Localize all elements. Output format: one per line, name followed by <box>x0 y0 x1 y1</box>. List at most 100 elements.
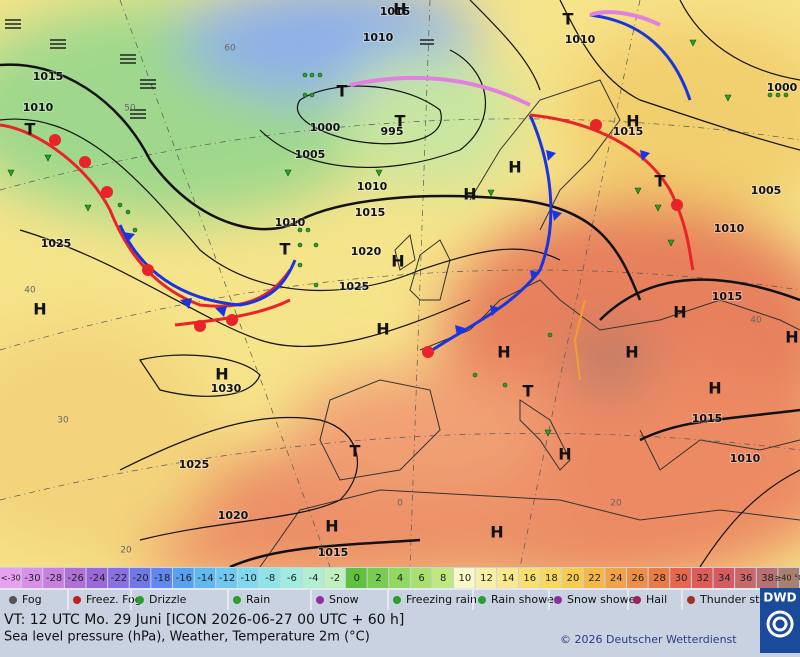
scale-label: -8 <box>265 573 275 584</box>
scale-cell <box>389 568 410 588</box>
isotherm-label: 0 <box>397 499 403 509</box>
pressure-center: H <box>490 523 503 542</box>
scale-cell <box>324 568 345 588</box>
scale-cell <box>627 568 648 588</box>
isotherm-label: 60 <box>224 44 236 54</box>
scale-label: -24 <box>89 573 105 584</box>
legend-icon <box>9 596 17 604</box>
pressure-center: T <box>563 10 574 29</box>
pressure-center: H <box>393 0 406 19</box>
pressure-center: T <box>523 382 534 401</box>
scale-cell <box>778 568 799 588</box>
pressure-center: H <box>376 320 389 339</box>
legend-label: Snow shower <box>567 593 640 606</box>
scale-label: 24 <box>610 573 623 584</box>
scale-label: 36 <box>740 573 753 584</box>
pressure-center: H <box>215 365 228 384</box>
legend-icon <box>633 596 641 604</box>
pressure-center: H <box>708 379 721 398</box>
pressure-label: 1025 <box>41 237 72 250</box>
scale-label: ≥40 °C <box>775 574 800 583</box>
pressure-label: 1010 <box>275 216 306 229</box>
scale-cell <box>540 568 562 588</box>
scale-cell <box>302 568 324 588</box>
pressure-center: H <box>33 300 46 319</box>
scale-cell <box>86 568 108 588</box>
pressure-centers: T H T T T H T H H H H H T T H H H H H H H H T H <box>25 0 799 542</box>
scale-label: 12 <box>480 573 493 584</box>
scale-cell <box>21 568 43 588</box>
scale-cell <box>518 568 540 588</box>
scale-cell <box>648 568 670 588</box>
copyright: © 2026 Deutscher Wetterdienst <box>560 633 737 646</box>
isotherm-labels: 60 50 40 30 20 0 20 40 <box>24 44 762 556</box>
scale-label: 8 <box>440 573 446 584</box>
pressure-center: H <box>558 445 571 464</box>
pressure-label: 995 <box>381 125 404 138</box>
legend-label: Fog <box>22 593 42 606</box>
scale-label: 0 <box>354 573 360 584</box>
pressure-label: 1015 <box>712 290 743 303</box>
legend-icon <box>136 596 144 604</box>
pressure-center: T <box>25 120 36 139</box>
scale-cell <box>670 568 691 588</box>
scale-cell <box>108 568 129 588</box>
scale-cell <box>432 568 454 588</box>
scale-label: -10 <box>240 573 256 584</box>
valid-time: VT: 12 UTC Mo. 29 Juni [ICON 2026-06-27 … <box>4 612 404 628</box>
pressure-label: 1020 <box>218 509 249 522</box>
scale-label: -14 <box>197 573 213 584</box>
scale-cell <box>129 568 151 588</box>
scale-label: -30 <box>24 573 40 584</box>
pressure-center: H <box>391 252 404 271</box>
scale-label: -28 <box>46 573 62 584</box>
pressure-center: T <box>350 442 361 461</box>
pressure-center: H <box>625 343 638 362</box>
legend-icon <box>73 596 81 604</box>
pressure-label: 1030 <box>211 382 242 395</box>
pressure-label: 1010 <box>23 101 54 114</box>
scale-label: 14 <box>502 573 515 584</box>
scale-cell <box>583 568 605 588</box>
scale-label: 2 <box>375 573 381 584</box>
pressure-label: 1025 <box>179 458 210 471</box>
scale-label: 20 <box>567 573 580 584</box>
scale-cell <box>410 568 432 588</box>
scale-label: 4 <box>397 573 403 584</box>
scale-cell <box>172 568 194 588</box>
scale-cell <box>259 568 281 588</box>
scale-cell <box>756 568 778 588</box>
scale-cell <box>475 568 497 588</box>
scale-label: -18 <box>154 573 170 584</box>
scale-cell <box>691 568 713 588</box>
scale-label: -20 <box>132 573 148 584</box>
scale-cell <box>43 568 64 588</box>
legend-icon <box>233 596 241 604</box>
pressure-label: 1010 <box>363 31 394 44</box>
legend-label: Freez. Fog <box>86 593 142 606</box>
dwd-logo: DWD <box>760 588 800 653</box>
isotherm-label: 50 <box>124 104 136 114</box>
coastlines <box>259 79 800 567</box>
scale-cell <box>367 568 389 588</box>
scale-cell <box>0 568 21 588</box>
scale-label: -16 <box>176 573 192 584</box>
scale-label: 38 <box>761 573 774 584</box>
pressure-label: 1015 <box>33 70 64 83</box>
scale-label: 16 <box>523 573 536 584</box>
isotherm-label: 20 <box>120 546 132 556</box>
pressure-label: 1015 <box>613 125 644 138</box>
scale-cell <box>194 568 216 588</box>
scale-label: 34 <box>718 573 731 584</box>
fronts <box>0 10 695 381</box>
pressure-center: T <box>280 240 291 259</box>
pressure-center: H <box>325 517 338 536</box>
pressure-label: 1020 <box>351 245 382 258</box>
scale-label: 6 <box>418 573 424 584</box>
logo-text: DWD <box>763 591 796 605</box>
scale-cell <box>562 568 583 588</box>
pressure-label: 1000 <box>767 81 798 94</box>
scale-cell <box>345 568 367 588</box>
legend-icon <box>393 596 401 604</box>
